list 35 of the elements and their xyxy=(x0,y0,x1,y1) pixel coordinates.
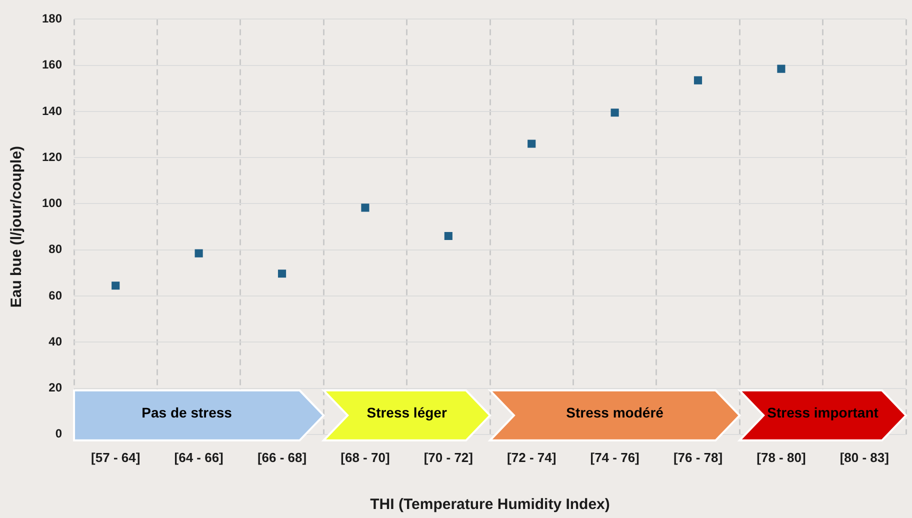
y-tick-label: 180 xyxy=(42,12,62,26)
band-label: Stress modéré xyxy=(566,404,664,420)
band-label: Stress léger xyxy=(366,404,448,420)
point xyxy=(444,232,452,240)
y-tick-label: 80 xyxy=(48,242,62,256)
x-tick-label: [74 - 76] xyxy=(590,450,640,465)
x-axis-title: THI (Temperature Humidity Index) xyxy=(370,496,610,514)
x-tick-label: [80 - 83] xyxy=(840,450,889,465)
point xyxy=(528,140,536,148)
point xyxy=(112,282,120,290)
x-tick-label: [64 - 66] xyxy=(174,450,224,465)
x-tick-label: [72 - 74] xyxy=(507,450,556,465)
y-tick-label: 0 xyxy=(55,426,62,441)
y-tick-label: 120 xyxy=(42,150,62,164)
x-tick-label: [66 - 68] xyxy=(257,450,307,465)
point xyxy=(361,204,370,212)
point xyxy=(610,108,619,117)
band-label: Pas de stress xyxy=(142,404,232,420)
x-tick-label: [78 - 80] xyxy=(756,450,806,465)
point xyxy=(194,249,203,258)
x-tick-label: [68 - 70] xyxy=(340,450,390,465)
point xyxy=(278,270,286,278)
y-tick-label: 60 xyxy=(48,288,62,302)
y-tick-label: 160 xyxy=(42,58,62,72)
y-tick-label: 140 xyxy=(42,104,62,118)
y-axis-title: Eau bue (l/jour/couple) xyxy=(8,146,26,308)
x-tick-label: [76 - 78] xyxy=(673,450,723,465)
y-tick-label: 100 xyxy=(42,196,62,210)
point xyxy=(694,76,702,84)
y-tick-label: 40 xyxy=(48,334,62,348)
point xyxy=(777,64,786,73)
y-tick-label: 20 xyxy=(48,380,62,395)
band-label: Stress important xyxy=(767,404,879,420)
x-tick-label: [70 - 72] xyxy=(424,450,473,465)
x-tick-label: [57 - 64] xyxy=(91,450,140,465)
